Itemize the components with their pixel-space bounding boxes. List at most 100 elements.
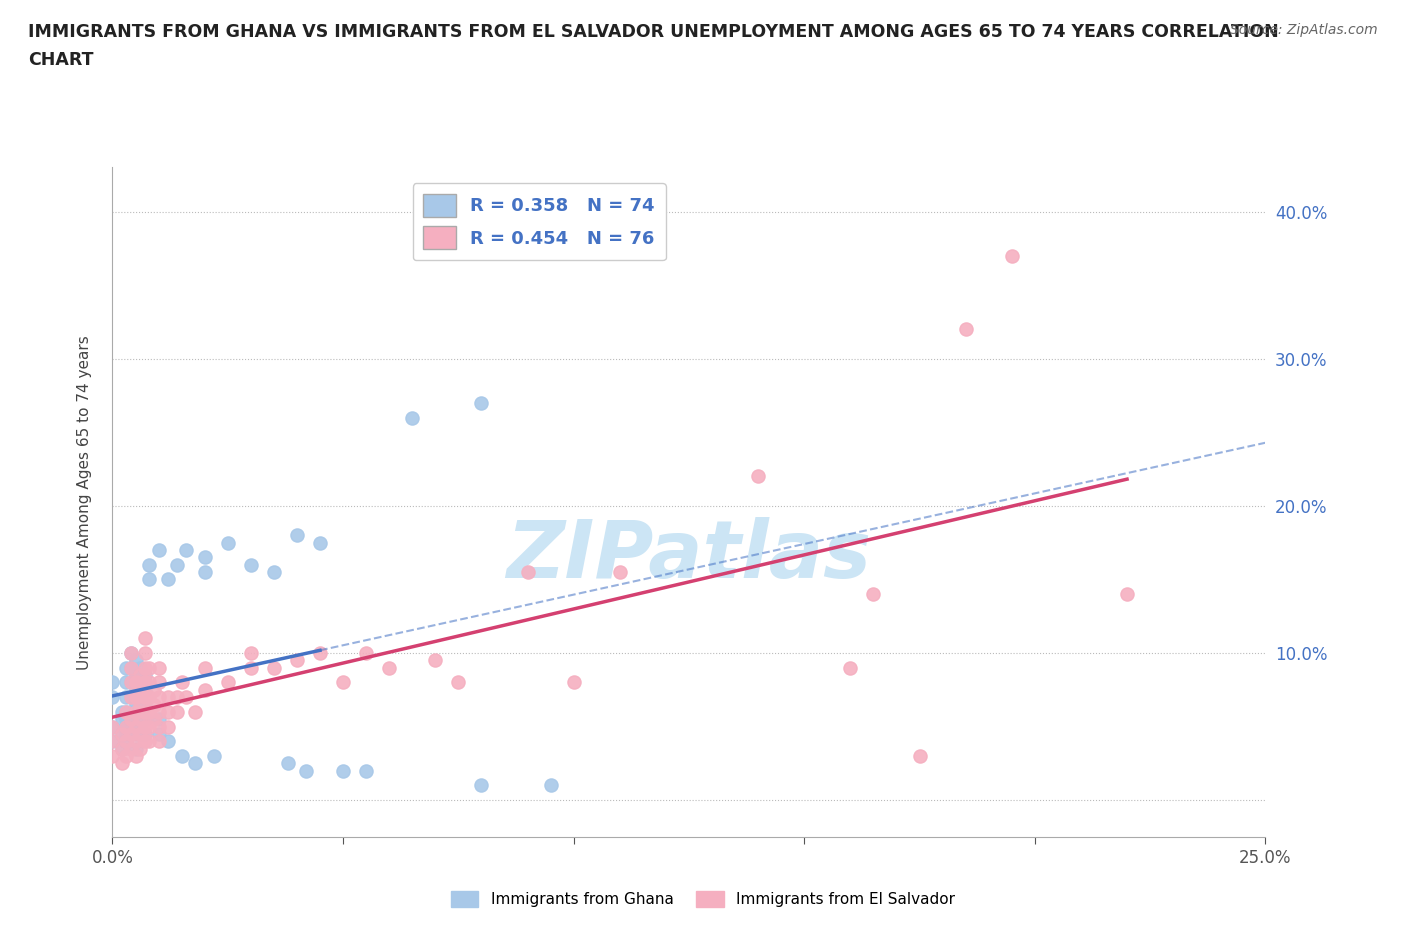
Point — [134, 734, 156, 749]
Point — [285, 528, 308, 543]
Point — [470, 395, 492, 410]
Point — [115, 704, 138, 719]
Point — [124, 653, 146, 668]
Point — [239, 557, 262, 572]
Point — [111, 726, 134, 741]
Point — [309, 536, 332, 551]
Point — [156, 704, 179, 719]
Point — [124, 690, 146, 705]
Point — [129, 683, 152, 698]
Point — [111, 704, 134, 719]
Point — [202, 749, 225, 764]
Point — [138, 734, 160, 749]
Text: IMMIGRANTS FROM GHANA VS IMMIGRANTS FROM EL SALVADOR UNEMPLOYMENT AMONG AGES 65 : IMMIGRANTS FROM GHANA VS IMMIGRANTS FROM… — [28, 23, 1279, 41]
Point — [115, 660, 138, 675]
Point — [148, 660, 170, 675]
Point — [295, 764, 318, 778]
Point — [332, 675, 354, 690]
Point — [111, 741, 134, 756]
Point — [1116, 587, 1139, 602]
Point — [115, 711, 138, 726]
Point — [134, 675, 156, 690]
Point — [285, 653, 308, 668]
Point — [170, 675, 193, 690]
Point — [120, 675, 142, 690]
Point — [425, 653, 447, 668]
Point — [120, 675, 142, 690]
Point — [134, 645, 156, 660]
Point — [239, 645, 262, 660]
Point — [115, 726, 138, 741]
Point — [174, 542, 197, 557]
Point — [120, 711, 142, 726]
Point — [148, 711, 170, 726]
Y-axis label: Unemployment Among Ages 65 to 74 years: Unemployment Among Ages 65 to 74 years — [77, 335, 91, 670]
Point — [124, 668, 146, 683]
Point — [111, 741, 134, 756]
Point — [138, 704, 160, 719]
Point — [129, 726, 152, 741]
Point — [148, 704, 170, 719]
Point — [115, 719, 138, 734]
Point — [401, 410, 423, 425]
Point — [194, 660, 217, 675]
Point — [516, 565, 538, 579]
Point — [156, 572, 179, 587]
Point — [115, 719, 138, 734]
Point — [124, 698, 146, 712]
Point — [115, 690, 138, 705]
Point — [120, 704, 142, 719]
Point — [120, 690, 142, 705]
Point — [129, 719, 152, 734]
Point — [170, 749, 193, 764]
Point — [263, 565, 285, 579]
Point — [143, 711, 166, 726]
Point — [148, 719, 170, 734]
Point — [148, 690, 170, 705]
Point — [120, 660, 142, 675]
Point — [156, 734, 179, 749]
Point — [609, 565, 631, 579]
Point — [138, 557, 160, 572]
Point — [562, 675, 585, 690]
Point — [166, 704, 188, 719]
Point — [101, 749, 124, 764]
Point — [120, 645, 142, 660]
Point — [129, 660, 152, 675]
Point — [263, 660, 285, 675]
Point — [143, 683, 166, 698]
Point — [747, 469, 769, 484]
Point — [120, 726, 142, 741]
Point — [354, 645, 377, 660]
Point — [134, 698, 156, 712]
Point — [166, 690, 188, 705]
Point — [134, 631, 156, 645]
Point — [115, 734, 138, 749]
Point — [115, 704, 138, 719]
Point — [134, 711, 156, 726]
Point — [143, 698, 166, 712]
Point — [277, 756, 299, 771]
Point — [134, 668, 156, 683]
Point — [115, 734, 138, 749]
Point — [120, 711, 142, 726]
Point — [540, 778, 562, 793]
Point — [120, 726, 142, 741]
Point — [101, 719, 124, 734]
Point — [134, 690, 156, 705]
Point — [1001, 248, 1024, 263]
Text: Source: ZipAtlas.com: Source: ZipAtlas.com — [1230, 23, 1378, 37]
Point — [194, 565, 217, 579]
Point — [101, 719, 124, 734]
Point — [138, 572, 160, 587]
Text: CHART: CHART — [28, 51, 94, 69]
Point — [166, 557, 188, 572]
Point — [470, 778, 492, 793]
Point — [111, 726, 134, 741]
Point — [134, 704, 156, 719]
Point — [156, 690, 179, 705]
Point — [129, 668, 152, 683]
Point — [174, 690, 197, 705]
Point — [124, 675, 146, 690]
Point — [447, 675, 470, 690]
